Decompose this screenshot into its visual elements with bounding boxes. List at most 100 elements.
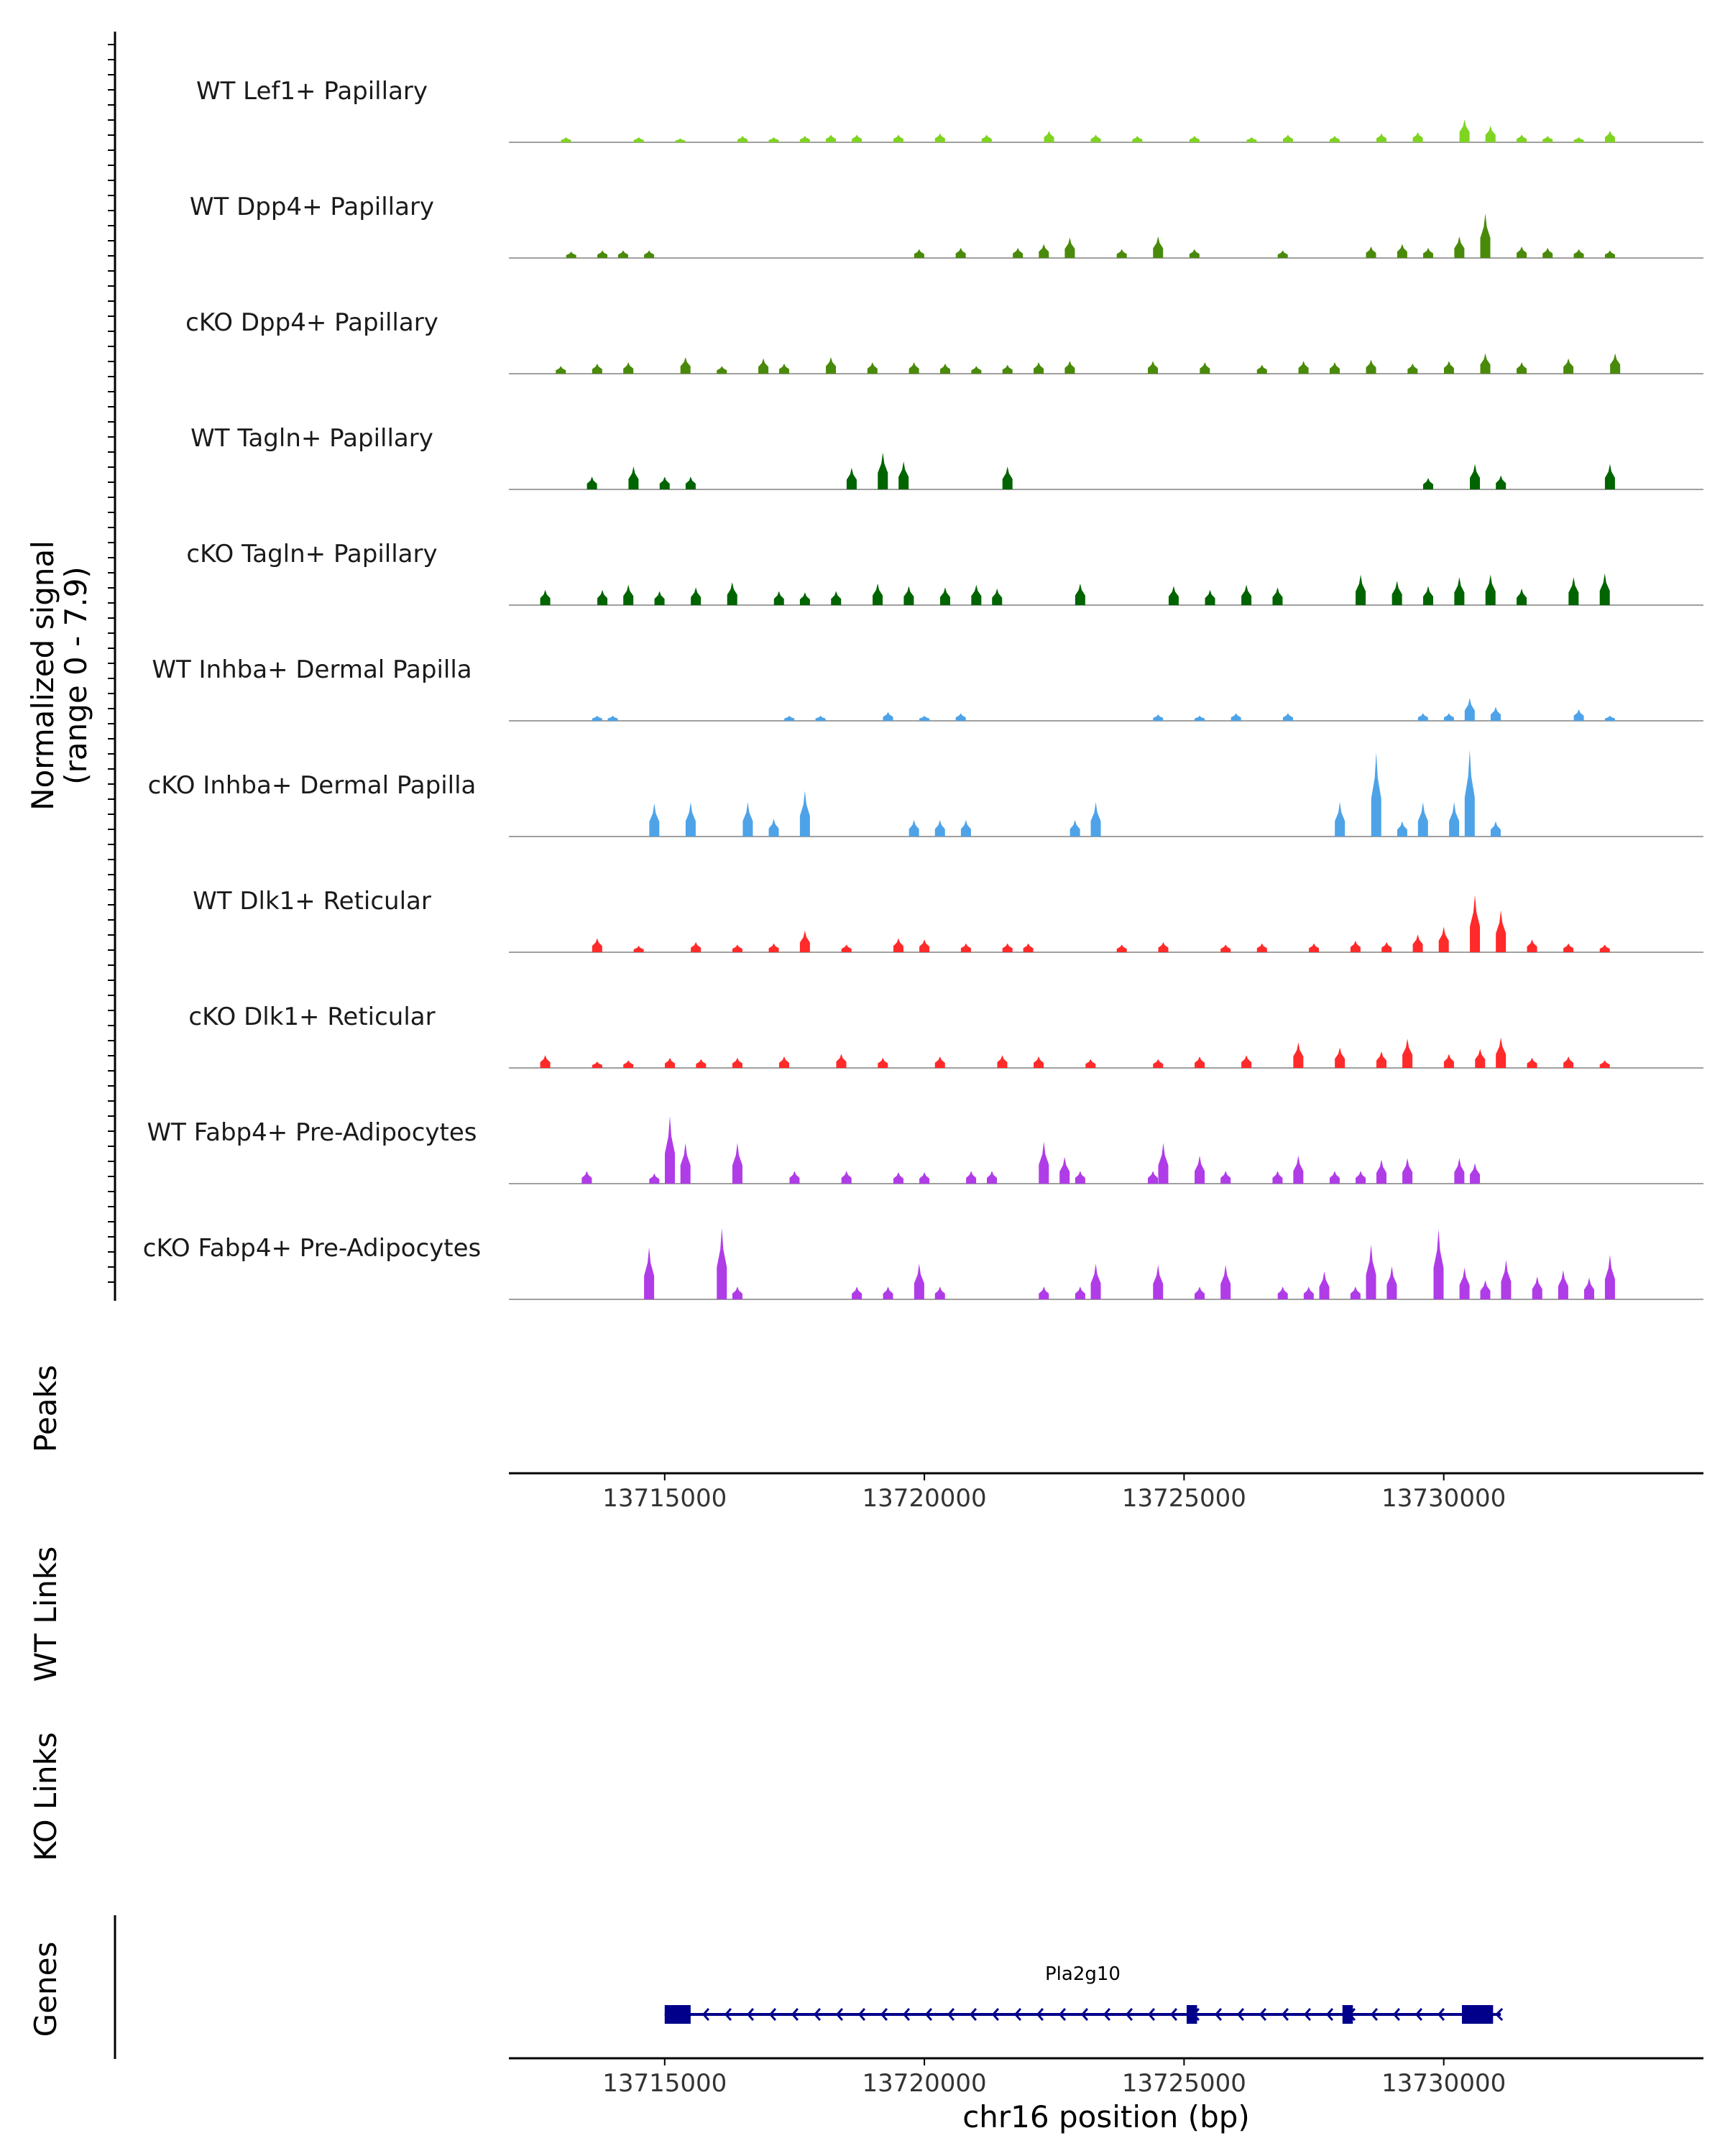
genes-track-label: Genes xyxy=(28,1942,63,2037)
coverage-peak xyxy=(1485,125,1496,142)
coverage-peak xyxy=(1189,249,1200,258)
coverage-peak xyxy=(836,1054,847,1068)
coverage-peak xyxy=(1319,1271,1330,1299)
coverage-peak xyxy=(1075,1286,1085,1299)
coverage-track: WT Tagln+ Papillary xyxy=(190,424,1703,490)
coverage-peak xyxy=(1309,943,1320,952)
strand-arrow-icon xyxy=(1036,2008,1044,2021)
coverage-peak xyxy=(1039,244,1049,258)
coverage-peak xyxy=(1282,713,1293,721)
gene-model: Pla2g10 xyxy=(664,1963,1504,2024)
coverage-peak xyxy=(665,1057,676,1068)
coverage-track: WT Lef1+ Papillary xyxy=(196,77,1703,143)
coverage-peak xyxy=(1563,358,1574,374)
coverage-peak xyxy=(732,1286,742,1299)
coverage-peak xyxy=(1277,250,1288,258)
coverage-peak xyxy=(1246,137,1257,142)
coverage-peak xyxy=(903,586,914,605)
coverage-peak xyxy=(987,1171,998,1184)
coverage-track: WT Dlk1+ Reticular xyxy=(193,887,1703,953)
coverage-peak xyxy=(1070,819,1080,837)
track-label: cKO Fabp4+ Pre-Adipocytes xyxy=(143,1234,482,1263)
coverage-peak xyxy=(1480,1280,1491,1299)
coverage-peak xyxy=(955,247,966,258)
coverage-peak xyxy=(1002,466,1013,489)
coverage-peak xyxy=(1116,944,1127,952)
coverage-peak xyxy=(717,366,727,374)
coverage-peak xyxy=(1443,361,1454,374)
coverage-peak xyxy=(1573,249,1584,258)
coverage-peak xyxy=(675,138,686,142)
coverage-peak xyxy=(1438,926,1449,952)
coverage-peak xyxy=(654,591,665,605)
coverage-peak xyxy=(873,583,883,605)
track-label: WT Tagln+ Papillary xyxy=(190,424,433,453)
coverage-peak xyxy=(1153,714,1164,721)
coverage-peak xyxy=(1485,574,1496,605)
coverage-peak xyxy=(649,1173,660,1184)
coverage-peak xyxy=(939,363,950,374)
coverage-peak xyxy=(1158,941,1169,952)
coverage-track: cKO Tagln+ Papillary xyxy=(186,540,1703,606)
coverage-peak xyxy=(665,1116,676,1184)
coverage-peak xyxy=(1604,1254,1615,1299)
coverage-track: cKO Fabp4+ Pre-Adipocytes xyxy=(143,1227,1703,1300)
coverage-peak xyxy=(1256,364,1267,374)
coverage-peak xyxy=(768,943,779,952)
strand-arrow-icon xyxy=(835,2008,844,2021)
strand-arrow-icon xyxy=(702,2008,710,2021)
strand-arrow-icon xyxy=(746,2008,755,2021)
coverage-peak xyxy=(1459,1267,1470,1299)
x-axis-title: chr16 position (bp) xyxy=(962,2099,1250,2134)
coverage-peak xyxy=(914,1263,924,1299)
coverage-peak xyxy=(852,134,862,142)
coverage-peak xyxy=(1610,353,1621,374)
strand-arrow-icon xyxy=(991,2008,1000,2021)
coverage-peak xyxy=(966,1171,977,1184)
coverage-peak xyxy=(1002,364,1013,374)
coverage-peak xyxy=(883,1286,893,1299)
coverage-peak xyxy=(607,715,618,721)
coverage-peak xyxy=(919,715,930,721)
coverage-peak xyxy=(1059,1156,1070,1184)
x-tick-label: 13715000 xyxy=(602,1484,727,1513)
coverage-peak xyxy=(1573,137,1584,142)
coverage-peak xyxy=(1335,802,1346,837)
strand-arrow-icon xyxy=(1013,2008,1022,2021)
strand-arrow-icon xyxy=(1370,2008,1379,2021)
peaks-x-axis-ticks: 13715000 13720000 13725000 13730000 xyxy=(602,1473,1506,1513)
coverage-peak xyxy=(1584,1277,1595,1299)
coverage-peak xyxy=(561,137,571,142)
coverage-peak xyxy=(768,819,779,837)
coverage-tracks: WT Lef1+ Papillary WT Dpp4+ Papillary cKO … xyxy=(143,77,1703,1300)
coverage-peak xyxy=(659,476,670,489)
coverage-track: WT Fabp4+ Pre-Adipocytes xyxy=(147,1116,1703,1184)
track-label: cKO Inhba+ Dermal Papilla xyxy=(148,771,477,800)
coverage-peak xyxy=(1298,361,1309,374)
coverage-peak xyxy=(1090,802,1101,837)
coverage-peak xyxy=(540,589,551,605)
coverage-peak xyxy=(1329,1171,1340,1184)
coverage-peak xyxy=(878,1057,888,1068)
coverage-peak xyxy=(1517,134,1527,142)
coverage-peak xyxy=(1277,1286,1288,1299)
coverage-peak xyxy=(1417,802,1428,837)
coverage-peak xyxy=(1034,362,1044,374)
strand-arrow-icon xyxy=(1392,2008,1401,2021)
coverage-peak xyxy=(934,133,945,142)
track-label: WT Fabp4+ Pre-Adipocytes xyxy=(147,1118,477,1147)
gene-exon xyxy=(664,2005,691,2024)
strand-arrow-icon xyxy=(1437,2008,1445,2021)
y-axis-title: Normalized signal xyxy=(25,540,60,811)
strand-arrow-icon xyxy=(1259,2008,1267,2021)
coverage-peak xyxy=(1454,577,1465,605)
coverage-peak xyxy=(680,1143,691,1184)
coverage-peak xyxy=(1220,1265,1231,1299)
coverage-peak xyxy=(1195,1156,1205,1184)
coverage-peak xyxy=(1293,1042,1304,1068)
x-tick-label: 13725000 xyxy=(1122,1484,1246,1513)
coverage-peak xyxy=(1376,133,1386,142)
coverage-peak xyxy=(1132,136,1143,142)
coverage-peak xyxy=(1563,943,1574,952)
coverage-peak xyxy=(1464,750,1475,837)
